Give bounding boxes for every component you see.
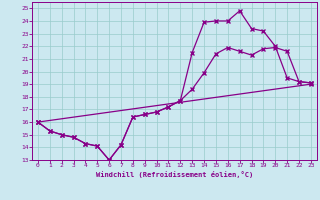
X-axis label: Windchill (Refroidissement éolien,°C): Windchill (Refroidissement éolien,°C) [96,171,253,178]
